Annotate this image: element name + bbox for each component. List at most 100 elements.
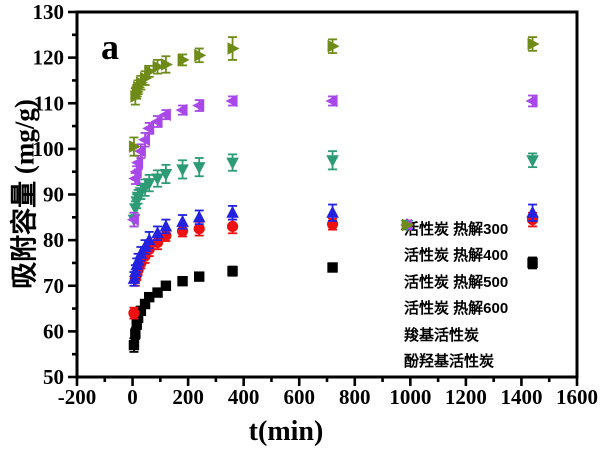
legend: 活性炭 热解300 活性炭 热解400 活性炭 热解500 活性炭 热解600 羧基活性… — [398, 216, 508, 375]
x-axis-ticks: -200 0 200 400 600 800 1000 1200 1400 1600 — [58, 377, 598, 409]
legend-item-label: 活性炭 热解500 — [404, 273, 509, 291]
y-tick-label: 80 — [43, 228, 64, 252]
data-point-marker — [131, 156, 144, 169]
y-tick-label: 100 — [33, 137, 65, 161]
data-point-marker — [225, 94, 238, 108]
data-point-marker — [327, 262, 338, 273]
legend-item: 活性炭 热解600 — [398, 220, 509, 323]
data-point-marker — [134, 246, 148, 259]
data-point-marker — [128, 140, 141, 153]
y-axis-title: 吸附容量 (mg/g) — [9, 99, 40, 289]
data-point-marker — [152, 287, 163, 298]
data-point-marker — [128, 307, 140, 319]
y-tick-label: 110 — [34, 91, 64, 115]
x-tick-label: 400 — [228, 385, 260, 409]
x-tick-label: 1200 — [445, 385, 487, 409]
data-point-marker — [227, 265, 238, 277]
data-point-marker — [527, 257, 538, 269]
data-series — [128, 36, 540, 157]
data-point-marker — [131, 253, 145, 266]
data-point-marker — [525, 94, 538, 108]
x-tick-label: 0 — [127, 385, 138, 409]
legend-item-label: 酚羟基活性炭 — [404, 353, 495, 371]
legend-item-label: 活性炭 热解400 — [404, 247, 509, 265]
x-axis-title: t(min) — [248, 416, 324, 447]
data-point-marker — [151, 173, 164, 186]
data-series — [127, 150, 539, 228]
data-point-marker — [128, 339, 140, 351]
y-tick-label: 90 — [43, 183, 64, 207]
data-point-marker — [327, 39, 340, 53]
data-point-marker — [325, 94, 338, 108]
legend-item-label: 活性炭 热解600 — [404, 300, 509, 318]
data-point-marker — [526, 205, 539, 218]
data-point-marker — [194, 271, 205, 282]
x-tick-label: 200 — [172, 385, 204, 409]
data-point-marker — [159, 219, 173, 232]
data-point-marker — [144, 291, 155, 303]
data-point-marker — [133, 144, 146, 158]
data-point-marker — [130, 328, 141, 339]
data-point-marker — [193, 223, 205, 235]
data-series — [127, 203, 539, 287]
data-point-marker — [160, 58, 173, 71]
data-point-marker — [142, 122, 155, 135]
y-axis-ticks: 50 60 70 80 90 100 110 120 130 — [33, 0, 77, 389]
data-point-marker — [159, 168, 173, 181]
data-point-marker — [140, 71, 153, 85]
data-point-marker — [526, 155, 539, 168]
legend-item-label: 羧基活性炭 — [404, 326, 480, 344]
y-tick-label: 130 — [33, 0, 65, 24]
x-tick-label: -200 — [58, 385, 97, 409]
x-tick-label: 1400 — [500, 385, 542, 409]
data-series — [126, 94, 538, 228]
data-point-marker — [132, 312, 144, 323]
x-tick-label: 1600 — [556, 385, 598, 409]
data-point-marker — [176, 214, 189, 227]
data-point-marker — [127, 271, 141, 284]
y-tick-label: 60 — [43, 319, 64, 343]
data-point-marker — [527, 37, 540, 51]
data-point-marker — [176, 164, 189, 177]
data-point-marker — [129, 265, 142, 278]
data-point-marker — [160, 280, 172, 291]
data-point-marker — [326, 205, 339, 218]
data-point-marker — [158, 108, 171, 121]
panel-label: a — [101, 27, 119, 67]
data-point-marker — [152, 60, 165, 74]
x-tick-label: 1000 — [389, 385, 431, 409]
data-point-marker — [142, 178, 156, 191]
data-point-marker — [192, 162, 206, 175]
data-point-marker — [177, 275, 188, 287]
legend-item-label: 活性炭 热解300 — [404, 220, 509, 238]
data-series — [128, 256, 538, 353]
data-point-marker — [135, 305, 147, 317]
data-point-marker — [177, 53, 190, 67]
triangle-right-legend-icon — [402, 218, 414, 232]
data-point-marker — [194, 49, 207, 62]
data-point-marker — [142, 233, 156, 246]
x-tick-label: 600 — [283, 385, 315, 409]
data-point-marker — [226, 220, 239, 233]
data-point-marker — [151, 226, 164, 239]
data-point-marker — [227, 42, 240, 55]
data-point-marker — [126, 213, 139, 226]
data-point-marker — [139, 298, 151, 310]
y-tick-label: 120 — [33, 46, 65, 70]
x-tick-label: 800 — [339, 385, 371, 409]
data-point-marker — [138, 239, 152, 252]
data-point-marker — [175, 103, 188, 117]
y-tick-label: 50 — [43, 365, 64, 389]
legend-item: 活性炭 热解400 — [398, 219, 509, 270]
data-point-marker — [138, 133, 151, 147]
data-point-marker — [144, 65, 157, 78]
data-point-marker — [326, 155, 339, 168]
data-point-marker — [150, 115, 163, 128]
data-point-marker — [226, 205, 239, 218]
data-point-marker — [192, 210, 206, 223]
data-point-marker — [402, 218, 414, 232]
y-tick-label: 70 — [43, 274, 64, 298]
data-point-marker — [129, 203, 142, 216]
data-point-marker — [131, 319, 142, 330]
